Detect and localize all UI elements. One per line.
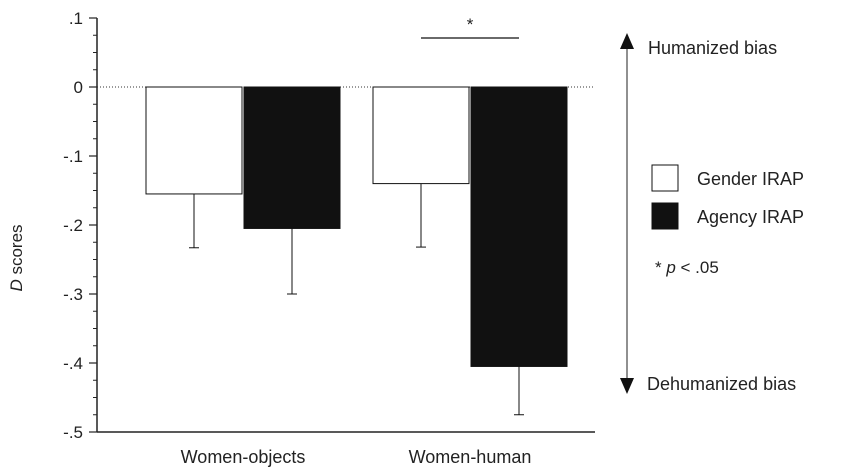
y-tick-label: -.1 [63,147,83,166]
y-tick-label: 0 [74,78,83,97]
significance-note: * p < .05 [655,258,719,277]
y-tick-label: -.3 [63,285,83,304]
arrow-up-icon [620,33,634,49]
bar [243,86,341,229]
y-tick-label: -.4 [63,354,83,373]
legend-swatch [651,202,679,230]
category-label: Women-objects [181,447,306,467]
bias-axis: Humanized bias Dehumanized bias [620,33,796,394]
legend: Gender IRAP Agency IRAP [651,164,804,230]
category-label: Women-human [409,447,532,467]
y-axis: .1 0 -.1 -.2 -.3 -.4 -.5 [63,9,98,442]
bar [470,86,568,367]
legend-label: Gender IRAP [697,169,804,189]
bars [145,86,568,416]
bar [372,86,470,185]
y-axis-label: D scores [7,224,26,291]
significance-marker: * [421,15,519,39]
significance-asterisk: * [467,15,474,34]
humanized-bias-label: Humanized bias [648,38,777,58]
category-labels: Women-objects Women-human [181,447,532,467]
dehumanized-bias-label: Dehumanized bias [647,374,796,394]
y-tick-label: -.5 [63,423,83,442]
bar [145,86,243,195]
y-tick-label: -.2 [63,216,83,235]
y-tick-label: .1 [69,9,83,28]
arrow-down-icon [620,378,634,394]
legend-swatch [651,164,679,192]
legend-label: Agency IRAP [697,207,804,227]
